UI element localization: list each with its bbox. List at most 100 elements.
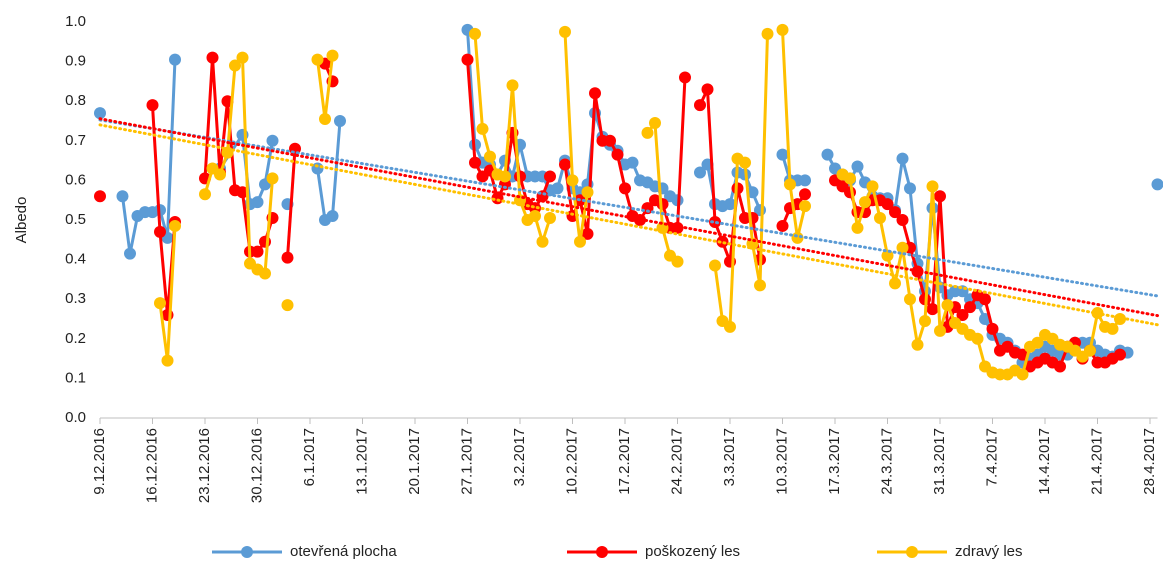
data-point [851,160,864,173]
data-point [641,126,654,139]
x-tick-label: 23.12.2016 [196,428,213,503]
trend-line [98,123,1159,327]
data-point [236,186,249,199]
data-point [236,51,249,64]
y-axis-label: Albedo [13,197,30,244]
data-point [979,293,991,306]
data-point [701,83,714,96]
series-line [286,148,297,258]
data-point [926,180,939,193]
legend-marker [241,546,253,558]
x-tick-label: 6.1.2017 [301,428,318,486]
data-point [896,152,909,165]
data-point [709,259,721,272]
data-point [919,314,931,327]
series-line [563,77,687,236]
y-tick-label: 0.6 [65,171,86,188]
data-point [154,297,166,310]
series-line [563,31,589,244]
x-tick-label: 3.2.2017 [511,428,528,486]
data-point [799,200,811,213]
data-point [499,170,511,183]
y-tick-label: 0.9 [65,53,86,70]
data-point [281,299,294,312]
legend-label: otevřená plocha [290,543,397,560]
data-point [94,190,106,203]
data-point [739,156,751,169]
data-point [934,190,946,203]
x-tick-label: 27.1.2017 [458,428,475,495]
data-point [334,115,346,127]
y-tick-label: 0.0 [65,409,86,426]
trend-line [98,117,1159,318]
data-point [229,59,241,72]
x-tick-label: 10.3.2017 [773,428,790,495]
x-tick-label: 17.2.2017 [616,428,633,495]
data-point [761,27,774,40]
data-point [559,158,571,171]
data-point [154,225,166,238]
data-point [709,215,721,228]
data-point [311,53,324,66]
data-point [259,267,271,280]
data-point [776,219,789,232]
data-point [589,87,601,100]
x-tick-label: 24.2.2017 [668,428,685,495]
x-tick-label: 10.2.2017 [563,428,580,495]
data-point [506,79,519,92]
y-tick-label: 0.3 [65,290,86,307]
data-point [1151,178,1163,191]
data-point [716,235,729,248]
series-line [121,59,177,256]
data-point [544,170,556,183]
x-tick-label: 31.3.2017 [931,428,948,495]
y-tick-label: 0.7 [65,132,86,149]
x-tick-label: 9.12.2016 [91,428,108,495]
data-point [146,99,159,112]
data-point [469,27,481,40]
series-line [781,29,807,240]
data-point [566,174,579,187]
data-point [484,150,496,163]
data-point [581,186,594,199]
data-point [544,212,556,225]
data-point [904,293,916,306]
data-point [859,196,871,209]
data-point [169,219,181,232]
data-point [784,178,796,191]
data-point [604,134,616,147]
data-point [799,174,811,187]
legend-label: poškozený les [645,543,740,560]
data-point [911,338,924,351]
x-tick-label: 17.3.2017 [826,428,843,495]
trend-line [98,118,1159,298]
data-point [874,212,886,225]
data-point [956,309,969,322]
data-point [971,332,984,345]
data-point [896,214,909,226]
x-tick-label: 30.12.2016 [248,428,265,503]
data-point [281,251,294,264]
y-tick-label: 0.4 [65,251,86,268]
data-point [934,324,946,337]
data-point [206,51,219,64]
data-point [169,53,181,66]
data-point [671,255,684,268]
data-point [889,277,901,290]
data-point [986,322,999,335]
data-point [124,247,136,260]
data-point [326,210,339,223]
data-point [116,190,129,203]
data-point [251,196,264,209]
legend-marker [906,546,918,558]
data-point [866,180,879,193]
data-point [1084,344,1096,357]
data-point [694,99,706,112]
data-point [754,279,766,292]
data-point [799,188,811,201]
data-point [469,156,481,169]
data-point [461,53,474,66]
legend-marker [596,546,608,558]
data-point [844,172,856,185]
x-tick-label: 3.3.2017 [721,428,738,486]
